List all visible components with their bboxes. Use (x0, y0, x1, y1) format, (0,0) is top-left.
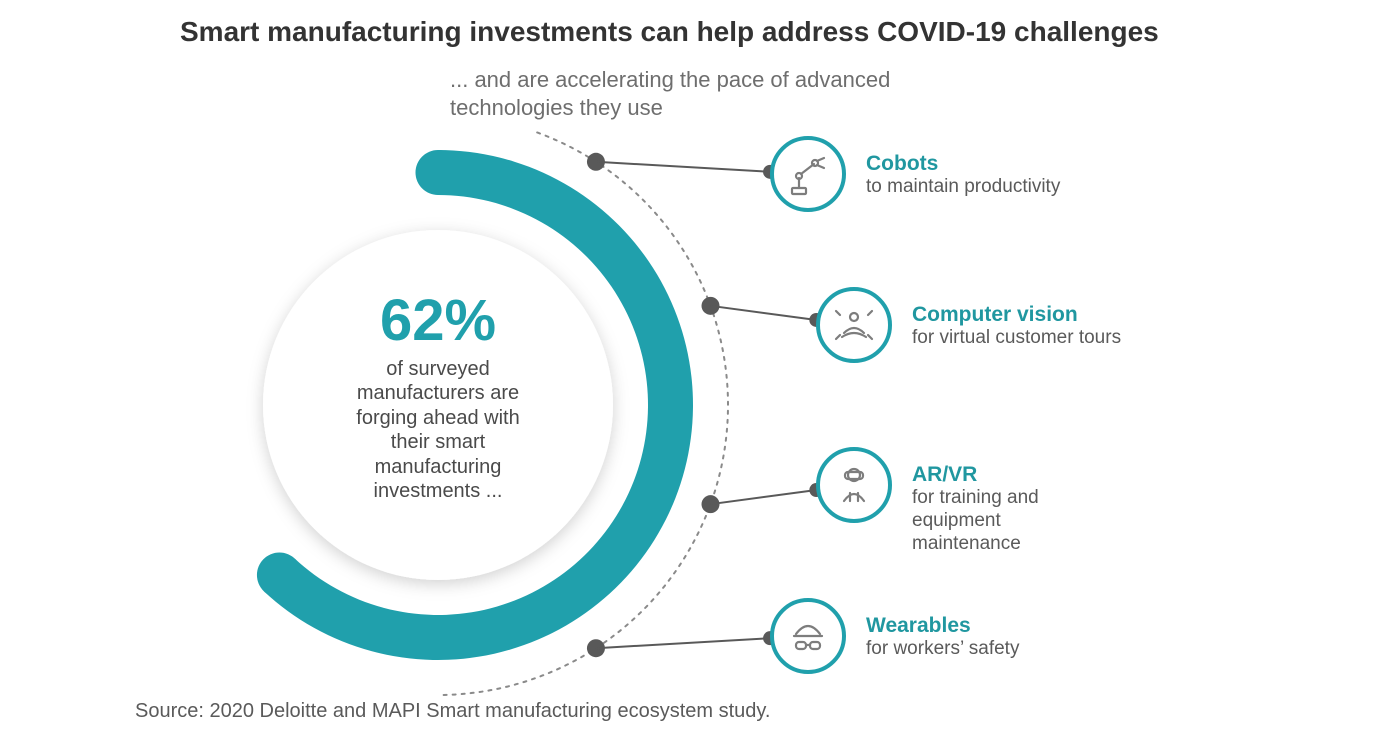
item-ar-vr: AR/VRfor training and equipment maintena… (912, 463, 1112, 555)
wearables-badge (770, 598, 846, 674)
item-title: Computer vision (912, 303, 1212, 327)
item-title: Wearables (866, 614, 1166, 638)
stat-number: 62% (308, 287, 568, 354)
wearables-icon (784, 612, 832, 660)
cobots-badge (770, 136, 846, 212)
item-cobots: Cobotsto maintain productivity (866, 152, 1166, 199)
robot-arm-icon (784, 150, 832, 198)
diagram-svg (0, 0, 1399, 732)
item-desc: for workers’ safety (866, 638, 1166, 661)
item-desc: to maintain productivity (866, 176, 1166, 199)
infographic-root: Smart manufacturing investments can help… (0, 0, 1399, 732)
computer-vision-badge (816, 287, 892, 363)
vision-icon (830, 301, 878, 349)
stat-description: of surveyedmanufacturers areforging ahea… (308, 357, 568, 503)
item-desc: for training and equipment maintenance (912, 487, 1112, 555)
arvr-icon (830, 461, 878, 509)
ar-vr-badge (816, 447, 892, 523)
item-desc: for virtual customer tours (912, 327, 1212, 350)
leader-line-ar-vr (711, 490, 817, 504)
leader-line-wearables (596, 638, 770, 648)
leader-line-cobots (596, 162, 770, 172)
item-computer-vision: Computer visionfor virtual customer tour… (912, 303, 1212, 350)
item-title: Cobots (866, 152, 1166, 176)
item-title: AR/VR (912, 463, 1112, 487)
leader-line-computer-vision (711, 306, 817, 320)
item-wearables: Wearablesfor workers’ safety (866, 614, 1166, 661)
